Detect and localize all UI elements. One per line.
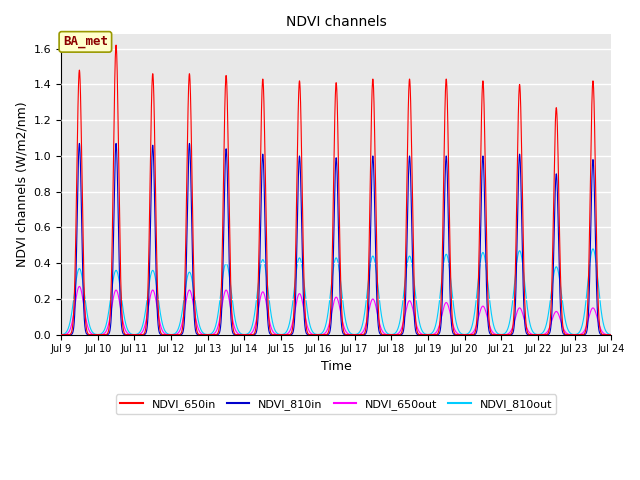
Text: BA_met: BA_met bbox=[63, 36, 108, 48]
Legend: NDVI_650in, NDVI_810in, NDVI_650out, NDVI_810out: NDVI_650in, NDVI_810in, NDVI_650out, NDV… bbox=[116, 395, 556, 414]
Y-axis label: NDVI channels (W/m2/nm): NDVI channels (W/m2/nm) bbox=[15, 102, 28, 267]
Bar bbox=[61, 35, 611, 335]
Title: NDVI channels: NDVI channels bbox=[286, 15, 387, 29]
X-axis label: Time: Time bbox=[321, 360, 351, 373]
